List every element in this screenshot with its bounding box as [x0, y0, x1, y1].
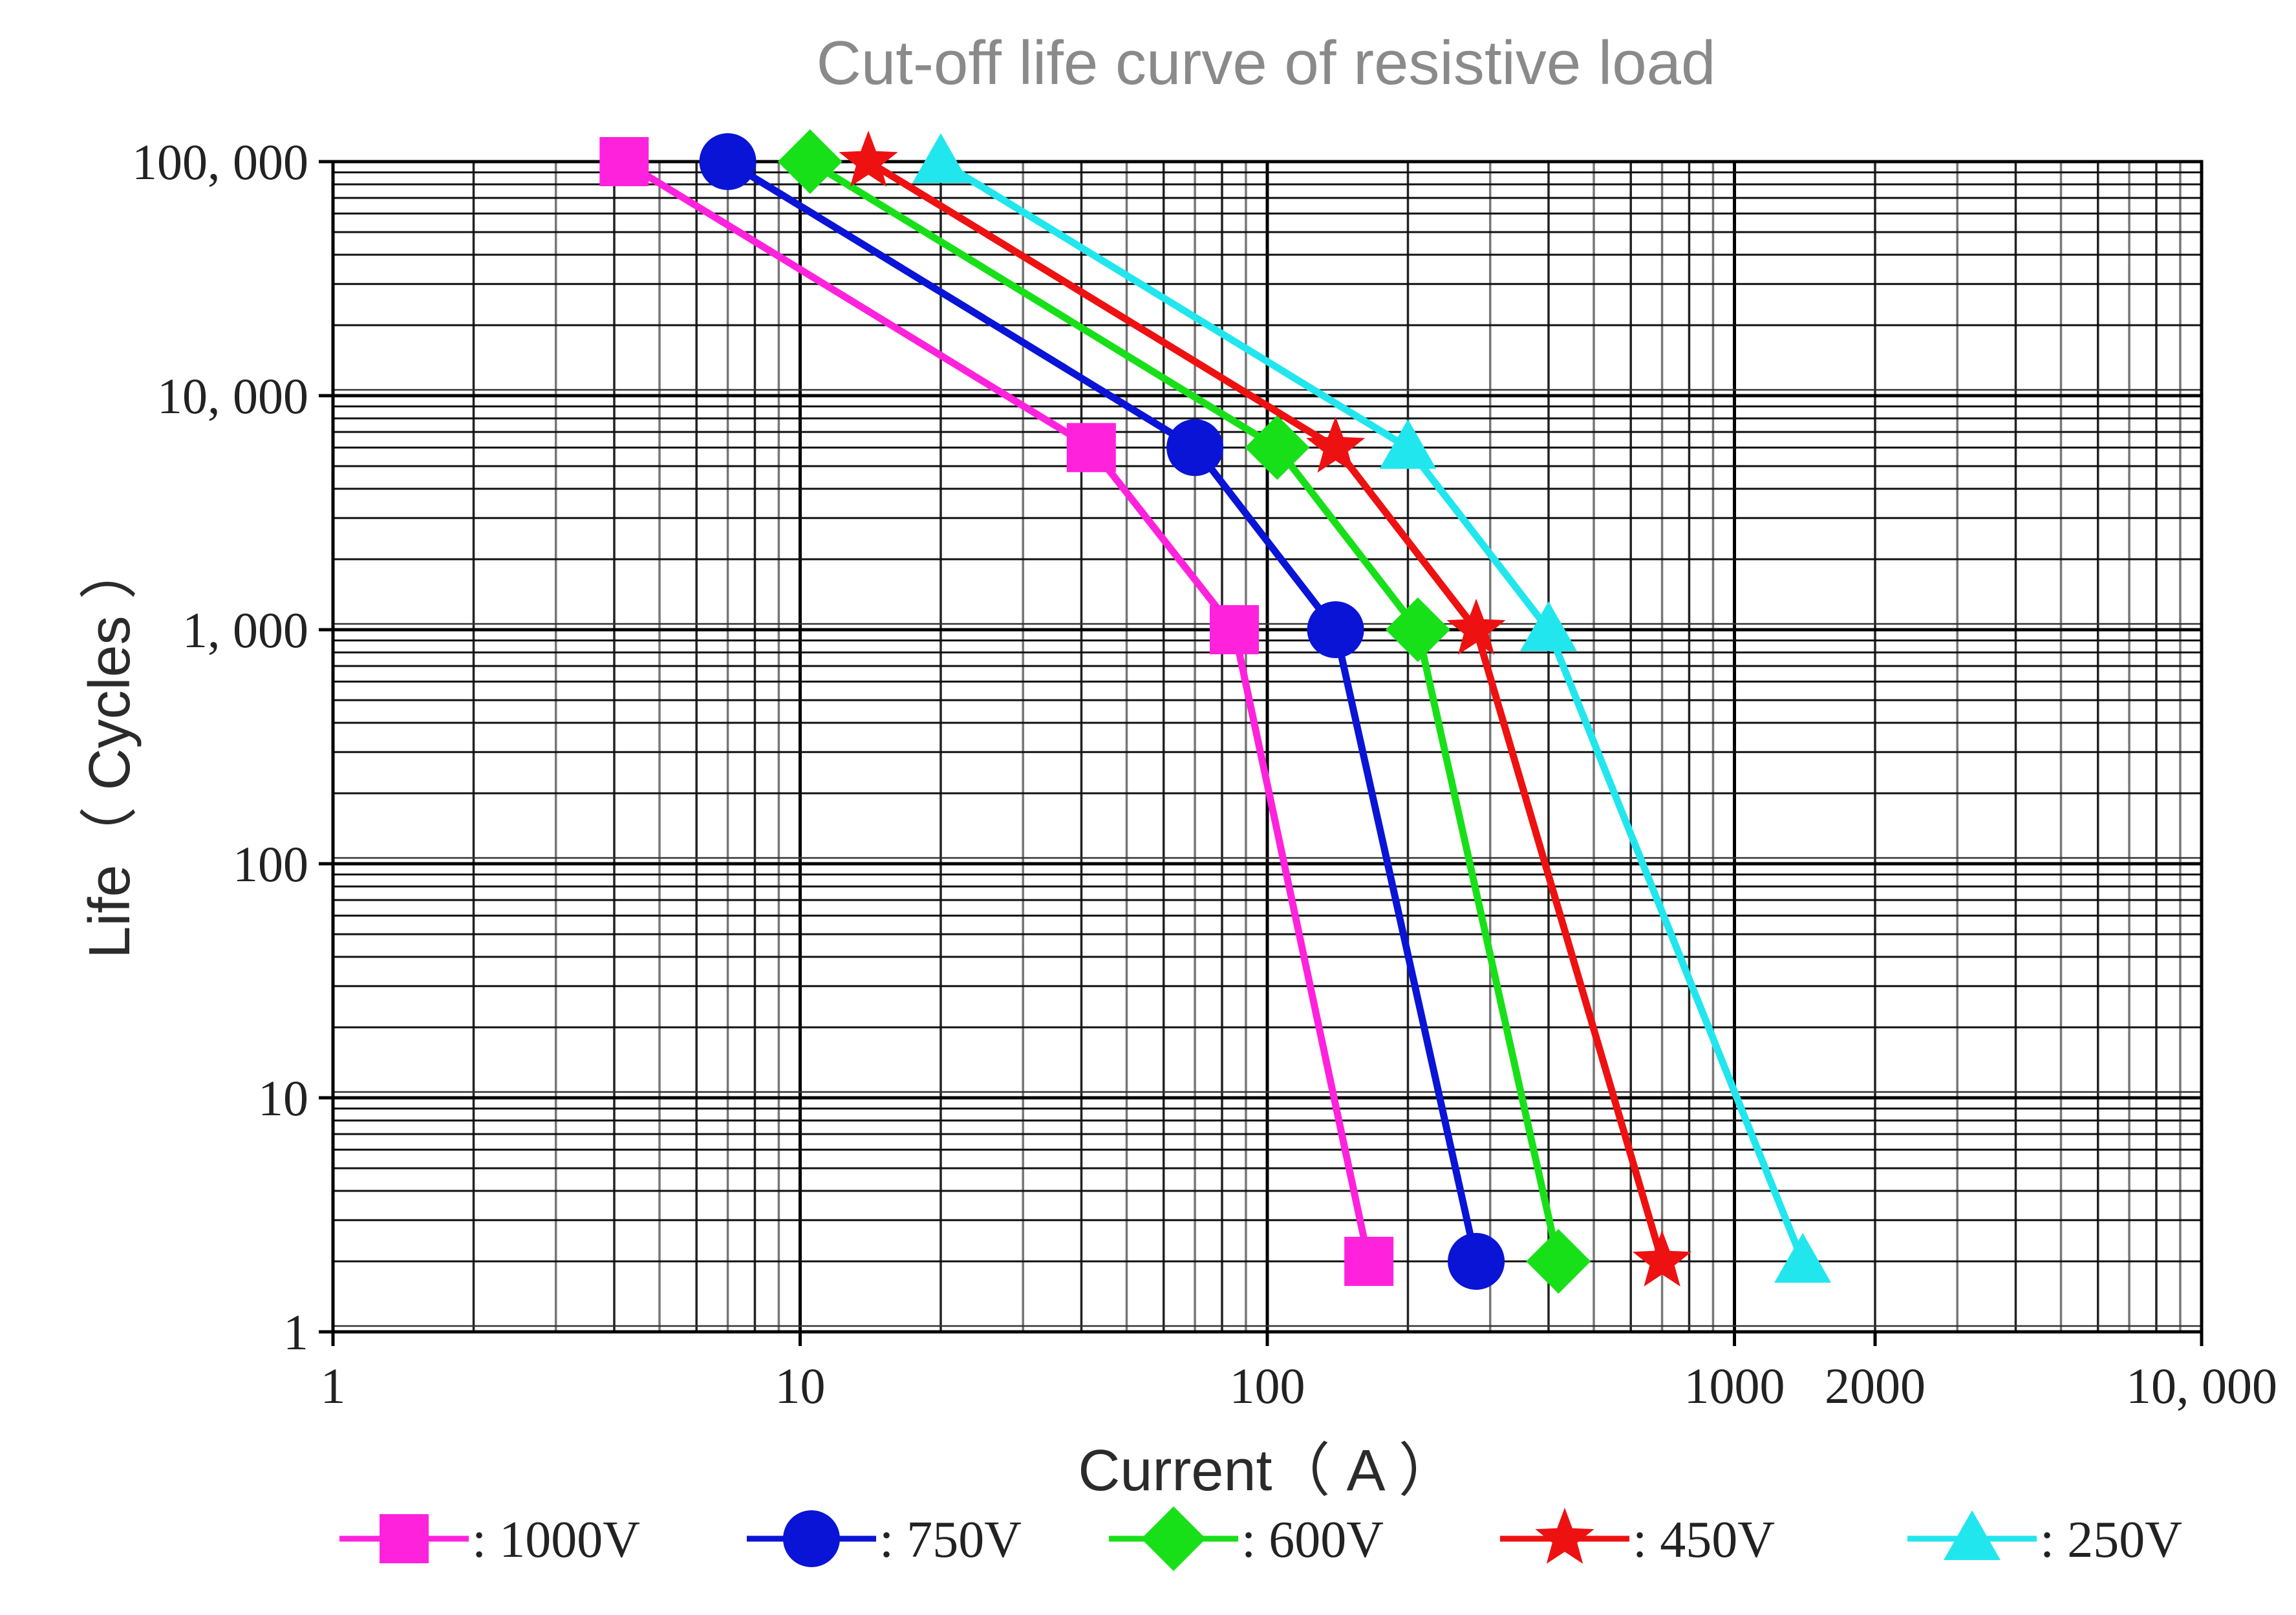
y-axis: 1 10 100 1, 000 10, 000 100, 000 — [132, 134, 333, 1360]
legend-marker — [783, 1510, 840, 1567]
y-tick-label: 100, 000 — [132, 134, 308, 190]
legend-marker — [1535, 1508, 1594, 1564]
data-point — [1245, 415, 1310, 480]
legend-label: : 1000V — [472, 1512, 640, 1568]
data-point — [1385, 597, 1450, 662]
grid — [331, 162, 2202, 1334]
series-line — [725, 158, 1480, 1263]
series-3 — [839, 131, 1692, 1287]
y-tick-label: 10, 000 — [157, 368, 308, 424]
data-point — [1210, 605, 1260, 654]
series-4 — [912, 133, 1832, 1283]
legend-entry: : 600V — [1109, 1506, 1384, 1571]
legend: : 1000V : 750V : 600V : 450V : 250V — [339, 1506, 2182, 1571]
legend-marker — [1944, 1510, 2001, 1560]
y-tick-label: 100 — [233, 836, 308, 892]
data-point — [1166, 419, 1224, 476]
x-tick-label: 1000 — [1684, 1358, 1785, 1414]
data-point — [912, 133, 969, 183]
data-point — [1305, 416, 1366, 473]
series-line — [939, 158, 1807, 1263]
data-point — [839, 131, 898, 187]
x-tick-label: 10 — [775, 1358, 826, 1414]
x-tick-label: 100 — [1230, 1358, 1305, 1414]
legend-entry: : 450V — [1500, 1508, 1775, 1568]
data-point — [1344, 1237, 1394, 1287]
x-axis: 1 10 100 1000 2000 10, 000 — [321, 1332, 2277, 1414]
legend-label: : 750V — [879, 1512, 1022, 1568]
series-0 — [599, 137, 1394, 1287]
series-line — [622, 158, 1373, 1263]
data-point — [1446, 599, 1506, 655]
legend-label: : 600V — [1241, 1512, 1384, 1568]
data-point — [699, 133, 756, 190]
data-point — [1066, 423, 1116, 473]
data-point — [1448, 1233, 1505, 1290]
y-axis-label: Life（ Cycles ） — [78, 541, 142, 958]
data-point — [599, 137, 649, 186]
legend-marker — [1141, 1506, 1206, 1571]
data-point — [1774, 1233, 1832, 1283]
data-point — [1632, 1230, 1692, 1287]
x-tick-label: 10, 000 — [2126, 1358, 2277, 1414]
data-point — [1307, 601, 1364, 658]
series-layer — [599, 129, 1832, 1294]
data-point — [1379, 419, 1437, 469]
series-2 — [777, 129, 1591, 1294]
legend-label: : 450V — [1633, 1512, 1775, 1568]
data-point — [1526, 1229, 1591, 1294]
y-tick-label: 10 — [258, 1070, 308, 1126]
series-1 — [699, 133, 1505, 1290]
series-line — [866, 158, 1666, 1263]
y-tick-label: 1, 000 — [182, 602, 308, 658]
legend-entry: : 250V — [1907, 1510, 2182, 1568]
legend-entry: : 1000V — [339, 1512, 640, 1568]
x-axis-label: Current（ A ） — [1078, 1439, 1456, 1503]
legend-marker — [380, 1514, 429, 1563]
data-point — [1519, 601, 1577, 651]
y-tick-label: 1 — [283, 1304, 308, 1360]
legend-entry: : 750V — [747, 1510, 1022, 1568]
chart-title: Cut-off life curve of resistive load — [817, 28, 1716, 98]
x-tick-label: 1 — [321, 1358, 346, 1414]
x-tick-label: 2000 — [1825, 1358, 1926, 1414]
series-line — [808, 158, 1562, 1263]
data-point — [777, 129, 842, 194]
legend-label: : 250V — [2040, 1512, 2182, 1568]
